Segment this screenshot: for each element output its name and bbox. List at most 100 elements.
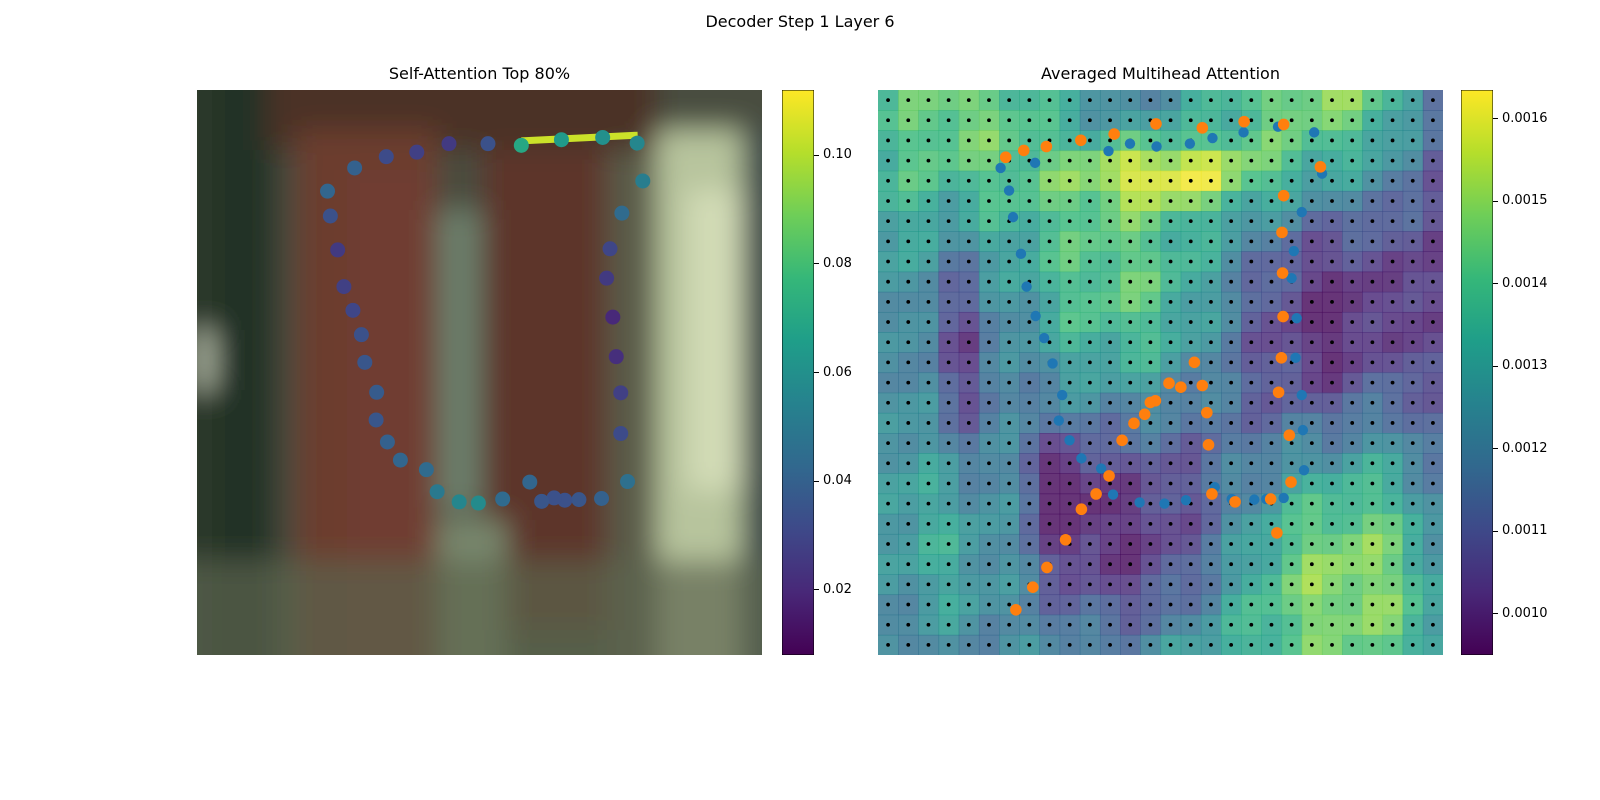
- grid-dot: [1188, 118, 1193, 123]
- grid-dot: [1350, 299, 1355, 304]
- grid-dot: [1168, 481, 1173, 486]
- grid-dot: [1027, 320, 1032, 324]
- grid-dot: [926, 178, 931, 183]
- grid-dot: [1188, 199, 1193, 203]
- grid-dot: [946, 380, 951, 385]
- grid-dot: [906, 279, 911, 284]
- series-2-point: [1116, 434, 1128, 447]
- grid-dot: [966, 340, 971, 345]
- grid-dot: [1410, 360, 1415, 365]
- grid-dot: [926, 441, 931, 446]
- grid-dot: [1269, 400, 1274, 405]
- grid-dot: [886, 562, 890, 567]
- grid-dot: [1390, 158, 1395, 163]
- grid-dot: [1087, 521, 1092, 526]
- grid-dot: [1350, 622, 1355, 627]
- grid-dot: [1229, 421, 1234, 425]
- grid-dot: [1067, 562, 1072, 567]
- grid-dot: [1309, 138, 1314, 143]
- grid-dot: [987, 501, 991, 506]
- grid-dot: [1047, 259, 1052, 264]
- grid-dot: [1370, 118, 1375, 123]
- grid-dot: [1330, 178, 1334, 183]
- grid-dot: [1350, 501, 1355, 506]
- grid-dot: [1047, 279, 1052, 284]
- grid-dot: [906, 521, 911, 526]
- grid-dot: [1370, 562, 1375, 567]
- grid-dot: [1209, 542, 1213, 546]
- grid-dot: [1108, 239, 1112, 244]
- grid-dot: [1128, 239, 1133, 244]
- series-2-point: [1075, 134, 1087, 147]
- grid-dot: [1390, 299, 1395, 304]
- grid-dot: [1027, 219, 1032, 224]
- grid-dot: [1249, 239, 1254, 244]
- grid-dot: [1007, 421, 1012, 425]
- grid-dot: [1229, 481, 1234, 486]
- series-1-point: [1249, 494, 1260, 505]
- series-2-point: [1144, 396, 1157, 409]
- grid-dot: [1410, 501, 1415, 506]
- grid-dot: [1410, 421, 1415, 425]
- grid-dot: [906, 562, 911, 567]
- grid-dot: [1067, 380, 1072, 385]
- grid-dot: [1108, 158, 1112, 163]
- grid-dot: [1309, 602, 1314, 607]
- grid-dot: [1067, 521, 1072, 526]
- grid-dot: [886, 481, 890, 486]
- grid-dot: [1370, 521, 1375, 526]
- grid-dot: [1330, 199, 1334, 203]
- grid-dot: [906, 178, 911, 183]
- series-2-point: [1201, 406, 1213, 419]
- series-1-point: [1296, 206, 1307, 218]
- grid-dot: [1148, 138, 1153, 143]
- grid-dot: [1229, 562, 1234, 567]
- grid-dot: [1350, 643, 1355, 647]
- grid-dot: [966, 602, 971, 607]
- grid-dot: [1269, 643, 1274, 647]
- grid-dot: [1047, 461, 1052, 466]
- grid-dot: [1108, 118, 1112, 123]
- grid-dot: [1289, 259, 1294, 264]
- grid-dot: [1390, 219, 1395, 224]
- grid-dot: [1289, 501, 1294, 506]
- grid-dot: [1007, 542, 1012, 546]
- grid-dot: [1047, 501, 1052, 506]
- grid-dot: [966, 461, 971, 466]
- grid-dot: [1108, 622, 1112, 627]
- grid-dot: [1431, 239, 1435, 244]
- grid-dot: [1350, 380, 1355, 385]
- grid-dot: [1330, 542, 1334, 546]
- grid-dot: [987, 542, 991, 546]
- colorbar-tick-label: 0.0010: [1502, 605, 1548, 621]
- grid-dot: [1289, 178, 1294, 183]
- grid-dot: [906, 340, 911, 345]
- grid-dot: [1128, 279, 1133, 284]
- grid-dot: [926, 380, 931, 385]
- grid-dot: [886, 299, 890, 304]
- grid-dot: [966, 138, 971, 143]
- grid-dot: [946, 178, 951, 183]
- grid-dot: [1007, 602, 1012, 607]
- series-2-point: [1276, 267, 1289, 279]
- grid-dot: [1209, 320, 1213, 324]
- grid-dot: [1168, 219, 1173, 224]
- grid-dot: [906, 421, 911, 425]
- grid-dot: [1047, 542, 1052, 546]
- grid-dot: [926, 521, 931, 526]
- grid-dot: [1330, 340, 1334, 345]
- series-1-point: [1278, 492, 1289, 504]
- grid-dot: [1390, 542, 1395, 546]
- grid-dot: [946, 158, 951, 163]
- grid-dot: [1168, 501, 1173, 506]
- series-1-point: [1238, 127, 1249, 138]
- grid-dot: [1410, 441, 1415, 446]
- grid-dot: [946, 461, 951, 466]
- grid-dot: [1027, 441, 1032, 446]
- grid-dot: [886, 461, 890, 466]
- grid-dot: [1148, 158, 1153, 163]
- series-2-point: [1040, 140, 1053, 153]
- grid-dot: [1168, 521, 1173, 526]
- grid-dot: [1229, 178, 1234, 183]
- grid-dot: [886, 259, 890, 264]
